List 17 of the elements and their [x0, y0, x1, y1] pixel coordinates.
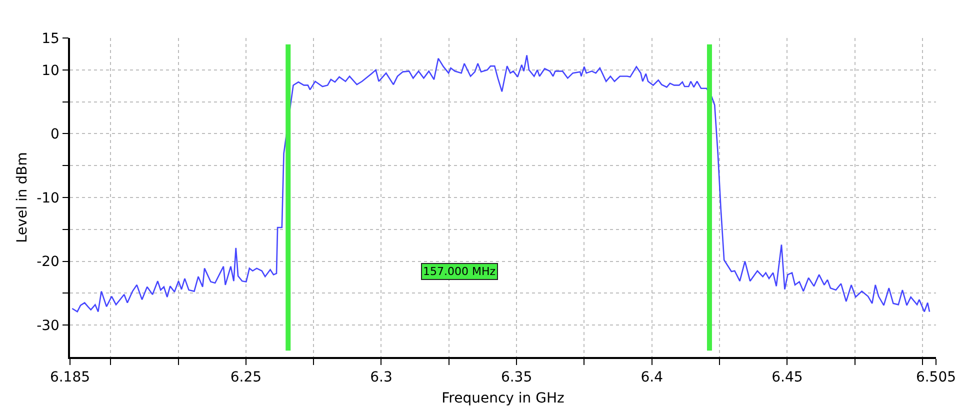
y-tick-label: 10: [42, 62, 60, 79]
y-tick-label: -30: [36, 318, 60, 334]
y-tick-label: -20: [36, 254, 60, 270]
x-axis-title: Frequency in GHz: [442, 390, 564, 406]
x-tick-label: 6.3: [370, 370, 392, 386]
line-series: [72, 54, 930, 312]
y-axis-title: Level in dBm: [14, 152, 31, 243]
x-tick-label: 6.505: [916, 370, 956, 386]
y-tick-label: -10: [36, 190, 60, 206]
y-tick-label: 0: [50, 126, 60, 143]
x-tick-label: 6.35: [500, 370, 532, 386]
x-tick-label: 6.4: [640, 370, 664, 386]
x-tick-label: 6.185: [50, 370, 90, 386]
annotation: 157.000 MHz: [423, 265, 496, 278]
y-tick-label: 15: [42, 30, 60, 47]
x-tick-label: 6.45: [772, 370, 803, 386]
x-tick-label: 6.25: [230, 370, 262, 386]
